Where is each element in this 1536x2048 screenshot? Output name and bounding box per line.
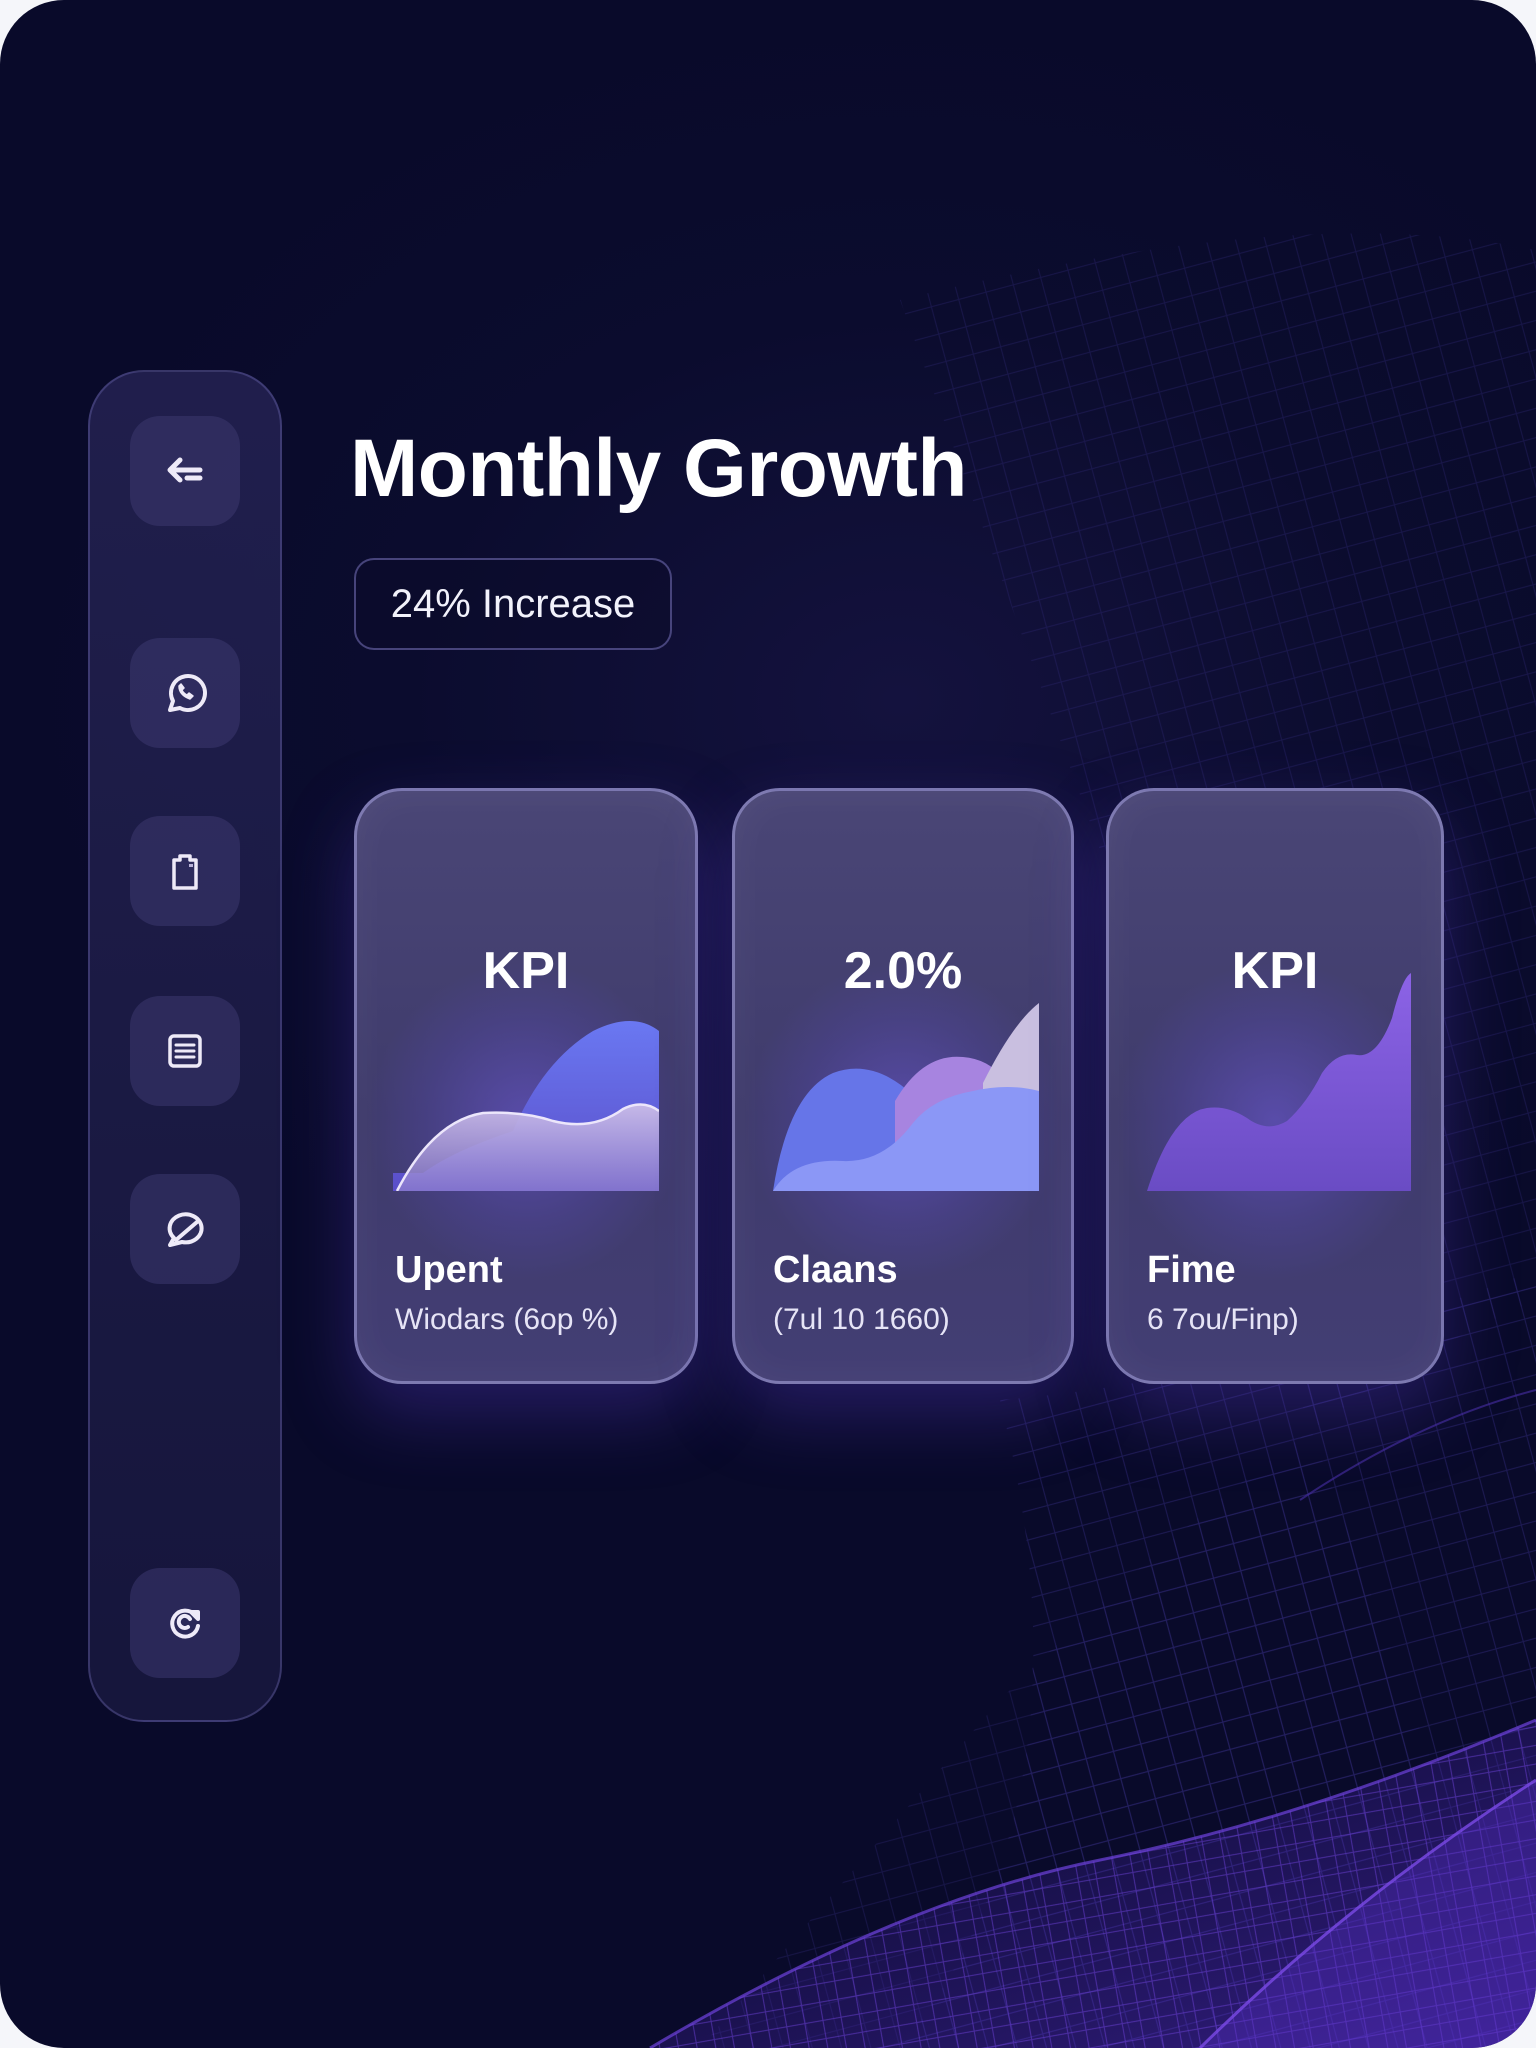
clipboard-icon [172,854,198,890]
sidebar-item-list[interactable] [130,996,240,1106]
area-chart [773,1003,1039,1191]
list-document-icon [168,1034,202,1068]
page-title: Monthly Growth [350,423,968,514]
refresh-icon [170,1608,200,1639]
sidebar [88,370,282,1722]
sidebar-item-whatsapp[interactable] [130,638,240,748]
sidebar-item-clipboard[interactable] [130,816,240,926]
card-value: KPI [1231,942,1319,1000]
card-label: Claans [773,1249,898,1291]
card-label: Upent [395,1249,503,1291]
area-chart [1147,973,1411,1191]
growth-badge: 24% Increase [354,558,672,650]
sidebar-item-chat[interactable] [130,1174,240,1284]
card-subtitle: (7ul 10 1660) [773,1303,950,1336]
card-subtitle: Wiodars (6op %) [395,1303,619,1336]
whatsapp-chat-icon [168,674,207,712]
card-value: KPI [482,942,570,1000]
kpi-card-2[interactable]: 2.0% Claans (7ul 10 1660) [732,788,1074,1384]
card-label: Fime [1147,1249,1236,1291]
chat-bubble-slash-icon [167,1212,204,1247]
sidebar-item-back[interactable] [130,416,240,526]
arrow-left-collapse-icon [167,457,203,483]
card-subtitle: 6 7ou/Finp) [1147,1303,1299,1336]
card-value: 2.0% [843,942,963,1000]
area-chart [393,1021,659,1191]
kpi-card-1[interactable]: KPI Upent Wiodars (6op %) [354,788,698,1384]
kpi-card-3[interactable]: KPI Fime 6 7ou/Finp) [1106,788,1444,1384]
sidebar-item-refresh[interactable] [130,1568,240,1678]
